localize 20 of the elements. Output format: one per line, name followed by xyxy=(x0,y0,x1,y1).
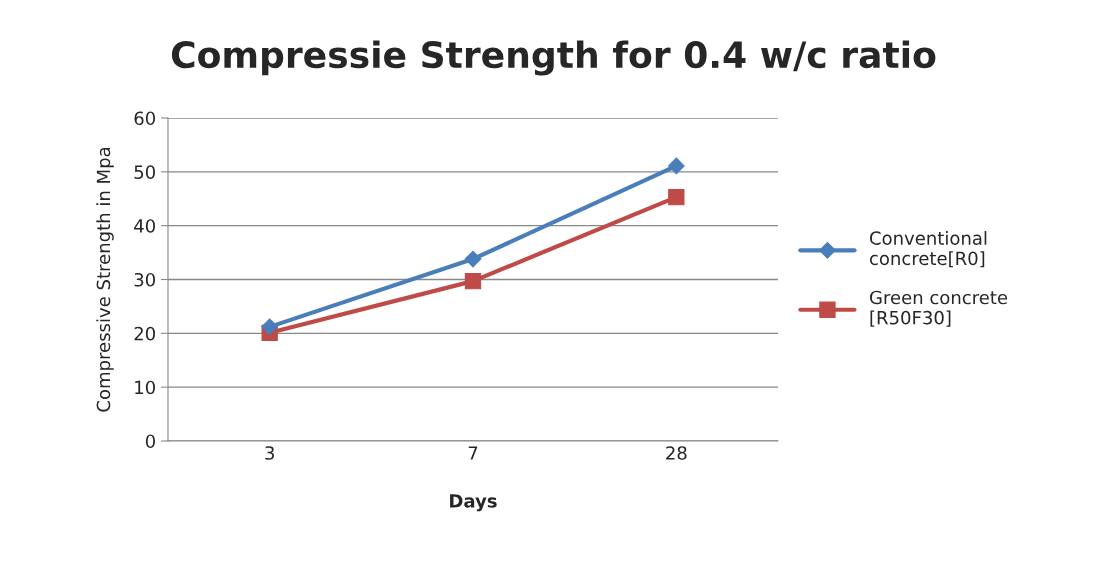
x-tick-label: 28 xyxy=(666,446,687,460)
y-tick-label: 60 xyxy=(134,111,155,126)
y-tick-label: 50 xyxy=(134,165,155,179)
y-tick-label: 20 xyxy=(134,326,155,341)
point xyxy=(464,272,482,290)
y-tick-label: 40 xyxy=(134,219,155,233)
chart-title: Compressie Strength for 0.4 w/c ratio xyxy=(171,40,936,76)
point xyxy=(261,318,279,336)
y-tick-label: 0 xyxy=(145,434,155,449)
point xyxy=(667,157,685,175)
x-axis-title: Days xyxy=(450,494,497,512)
legend-label: Conventional concrete[R0] xyxy=(869,230,987,268)
y-tick-label: 30 xyxy=(134,272,155,287)
x-tick-label: 3 xyxy=(265,446,274,460)
point xyxy=(464,250,482,268)
legend-label: Green concrete [R50F30] xyxy=(869,290,1008,327)
y-axis-title: Compressive Strength in Mpa xyxy=(96,147,114,412)
x-tick-label: 7 xyxy=(468,446,478,460)
y-tick-label: 10 xyxy=(135,380,155,395)
point xyxy=(668,188,685,206)
